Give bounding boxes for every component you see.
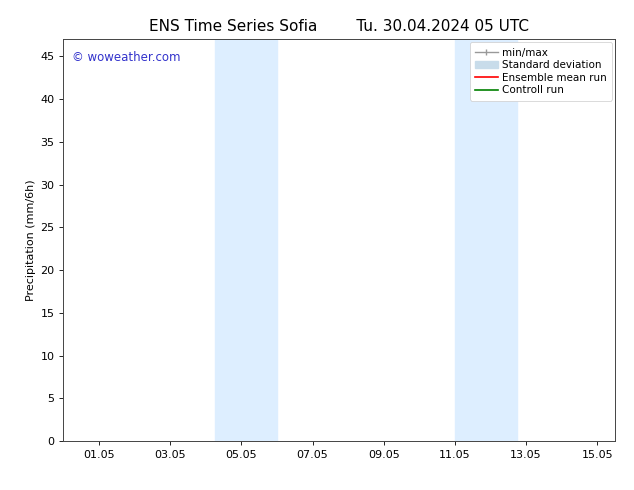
Bar — [215, 39, 277, 441]
Text: © woweather.com: © woweather.com — [72, 51, 180, 64]
Y-axis label: Precipitation (mm/6h): Precipitation (mm/6h) — [26, 179, 36, 301]
Bar — [455, 39, 517, 441]
Legend: min/max, Standard deviation, Ensemble mean run, Controll run: min/max, Standard deviation, Ensemble me… — [470, 42, 612, 100]
Title: ENS Time Series Sofia        Tu. 30.04.2024 05 UTC: ENS Time Series Sofia Tu. 30.04.2024 05 … — [149, 19, 529, 34]
